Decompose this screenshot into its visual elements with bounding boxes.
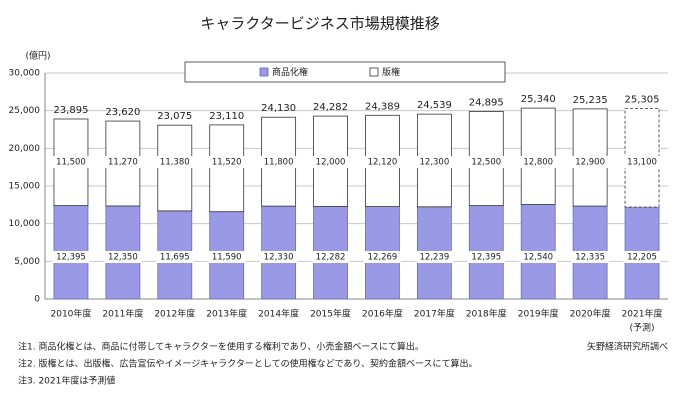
label-bg: [51, 251, 90, 263]
label-bg: [103, 251, 142, 263]
label-bg: [363, 156, 402, 168]
value-label: 12,330: [264, 253, 294, 263]
label-bg: [51, 156, 90, 168]
label-bg: [363, 251, 402, 263]
bar-segment: [209, 124, 245, 213]
bar-segment: [157, 124, 193, 212]
value-label: 12,350: [108, 253, 138, 263]
legend-label: 商品化権: [272, 66, 308, 78]
label-bg: [155, 156, 194, 168]
total-label: 24,389: [365, 101, 400, 112]
label-bg: [207, 251, 246, 263]
x-tick-label: 2015年度: [310, 308, 351, 320]
x-tick-label: 2016年度: [362, 308, 403, 320]
value-label: 12,395: [56, 253, 86, 263]
x-sublabel: (予測): [630, 322, 655, 334]
x-tick-label: 2020年度: [570, 308, 611, 320]
value-label: 11,270: [108, 158, 138, 168]
total-label: 24,895: [469, 97, 504, 108]
value-label: 12,205: [627, 253, 657, 263]
total-label: 23,110: [209, 111, 244, 122]
y-tick-label: 15,000: [9, 182, 41, 192]
note: 注2. 版権とは、出版権、広告宣伝やイメージキャラクターとしての使用権などであり…: [18, 358, 478, 370]
x-tick-label: 2021年度: [622, 308, 663, 320]
label-bg: [519, 251, 558, 263]
x-tick-label: 2019年度: [518, 308, 559, 320]
value-label: 12,335: [575, 253, 605, 263]
x-tick-label: 2018年度: [466, 308, 507, 320]
value-label: 12,395: [471, 253, 501, 263]
x-tick-label: 2010年度: [51, 308, 92, 320]
total-label: 23,620: [105, 107, 140, 118]
x-tick-label: 2014年度: [258, 308, 299, 320]
total-label: 24,130: [261, 103, 296, 114]
y-tick-label: 30,000: [9, 69, 41, 79]
source: 矢野経済研究所調べ: [587, 341, 668, 353]
value-label: 11,520: [212, 158, 242, 168]
total-label: 24,539: [417, 100, 452, 111]
total-label: 25,340: [521, 94, 556, 105]
y-tick-label: 5,000: [14, 257, 40, 267]
value-label: 12,269: [368, 253, 398, 263]
total-label: 25,235: [573, 95, 608, 106]
value-label: 11,380: [160, 158, 190, 168]
value-label: 13,100: [627, 158, 657, 168]
value-label: 12,000: [316, 158, 346, 168]
label-bg: [623, 156, 662, 168]
y-tick-label: 25,000: [9, 106, 41, 116]
total-label: 23,075: [157, 111, 192, 122]
y-tick-label: 20,000: [9, 144, 41, 154]
note: 注3. 2021年度は予測値: [18, 375, 115, 387]
legend-box: [184, 61, 506, 83]
y-tick-label: 0: [34, 295, 40, 305]
value-label: 12,900: [575, 158, 605, 168]
value-label: 11,695: [160, 253, 190, 263]
label-bg: [467, 251, 506, 263]
value-label: 12,300: [420, 158, 450, 168]
label-bg: [415, 156, 454, 168]
note: 注1. 商品化権とは、商品に付帯してキャラクターを使用する権利であり、小売金額ベ…: [18, 341, 424, 353]
value-label: 11,800: [264, 158, 294, 168]
label-bg: [103, 156, 142, 168]
x-tick-label: 2011年度: [102, 308, 143, 320]
label-bg: [259, 251, 298, 263]
y-tick-label: 10,000: [9, 219, 41, 229]
label-bg: [259, 156, 298, 168]
value-label: 12,282: [316, 253, 346, 263]
value-label: 12,500: [471, 158, 501, 168]
label-bg: [311, 251, 350, 263]
label-bg: [519, 156, 558, 168]
value-label: 12,239: [420, 253, 450, 263]
legend-swatch: [369, 67, 379, 77]
label-bg: [415, 251, 454, 263]
total-label: 23,895: [53, 105, 88, 116]
value-label: 11,590: [212, 253, 242, 263]
label-bg: [311, 156, 350, 168]
x-tick-label: 2017年度: [414, 308, 455, 320]
x-tick-label: 2012年度: [154, 308, 195, 320]
label-bg: [467, 156, 506, 168]
total-label: 24,282: [313, 102, 348, 113]
value-label: 12,800: [523, 158, 553, 168]
chart-title: キャラクタービジネス市場規模推移: [200, 15, 439, 33]
label-bg: [155, 251, 194, 263]
legend-label: 版権: [382, 66, 400, 78]
value-label: 12,540: [523, 253, 553, 263]
total-label: 25,305: [625, 94, 660, 105]
y-unit: (億円): [25, 50, 50, 62]
value-label: 12,120: [368, 158, 398, 168]
label-bg: [571, 251, 610, 263]
value-label: 11,500: [56, 158, 86, 168]
legend-swatch: [259, 67, 269, 77]
label-bg: [571, 156, 610, 168]
label-bg: [207, 156, 246, 168]
label-bg: [623, 251, 662, 263]
x-tick-label: 2013年度: [206, 308, 247, 320]
